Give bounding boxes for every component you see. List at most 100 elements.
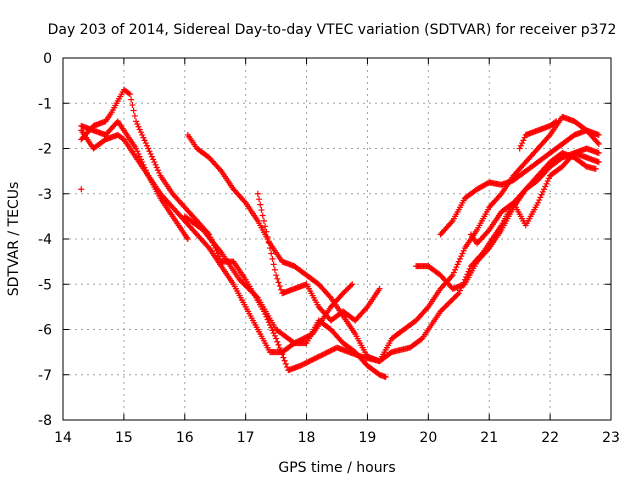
series-track-7 [413, 150, 599, 292]
data-point [274, 338, 281, 345]
series-track-2 [78, 86, 602, 374]
data-point [273, 272, 280, 279]
series-track-5 [254, 190, 383, 324]
data-point [542, 183, 549, 190]
data-point [297, 336, 304, 343]
data-point [153, 164, 160, 171]
data-point [324, 349, 331, 356]
data-point [134, 148, 141, 155]
data-point [313, 354, 320, 361]
data-point [306, 358, 313, 365]
data-point [253, 293, 260, 300]
data-point [139, 131, 146, 138]
data-point [595, 140, 602, 147]
series-track-9 [467, 145, 602, 247]
data-point [297, 362, 304, 369]
data-point [544, 178, 551, 185]
data-point [217, 166, 224, 173]
data-point [125, 90, 132, 97]
data-point [448, 273, 455, 280]
data-point [156, 169, 163, 176]
data-point [318, 352, 325, 359]
data-point [130, 107, 137, 114]
data-point [204, 243, 211, 250]
data-point [305, 358, 312, 365]
x-tick-label: 22 [541, 430, 559, 446]
data-point [322, 350, 329, 357]
data-point [273, 335, 280, 342]
data-point [260, 217, 267, 224]
data-point [148, 153, 155, 160]
data-point [592, 165, 599, 172]
data-point [274, 275, 281, 282]
data-point [307, 357, 314, 364]
data-point [326, 348, 333, 355]
data-point [293, 338, 300, 345]
data-point [271, 266, 278, 273]
data-point [280, 354, 287, 361]
data-point [277, 286, 284, 293]
data-point [497, 192, 504, 199]
data-point [299, 336, 306, 343]
data-layer [78, 86, 602, 381]
grid [63, 58, 611, 420]
data-point [485, 228, 492, 235]
data-point [184, 236, 191, 242]
data-point [449, 272, 456, 279]
data-point [453, 264, 460, 271]
data-point [136, 126, 143, 133]
plot-frame [62, 57, 612, 421]
data-point [275, 279, 282, 286]
data-point [257, 201, 264, 208]
data-point [539, 188, 546, 195]
data-point [137, 129, 144, 136]
chart-title: Day 203 of 2014, Sidereal Day-to-day VTE… [48, 22, 617, 38]
data-point [537, 194, 544, 201]
data-point [328, 347, 335, 354]
data-point [254, 190, 261, 197]
data-point [460, 247, 467, 254]
y-tick-label: -8 [38, 413, 52, 429]
data-point [595, 131, 602, 138]
data-point [309, 356, 316, 363]
data-point [521, 134, 528, 141]
x-tick-label: 20 [419, 430, 437, 446]
data-point [317, 353, 324, 360]
x-tick-label: 14 [54, 430, 72, 446]
data-point [270, 261, 277, 268]
data-point [258, 207, 265, 214]
y-tick-label: -5 [38, 277, 52, 293]
series-track-3 [78, 127, 389, 381]
data-point [131, 112, 138, 119]
x-tick-label: 16 [176, 430, 194, 446]
data-point [142, 140, 149, 147]
data-point [455, 290, 462, 297]
data-point [376, 285, 383, 292]
data-point [267, 245, 274, 252]
data-point [538, 191, 545, 198]
y-tick-labels: 0 -1 -2 -3 -4 -5 -6 -7 -8 [38, 51, 52, 429]
data-point [282, 360, 289, 367]
data-point [323, 349, 330, 356]
data-point [349, 281, 356, 288]
data-point [145, 145, 152, 152]
data-point [545, 175, 552, 182]
x-tick-label: 23 [602, 430, 620, 446]
data-point [326, 293, 333, 300]
data-point [331, 345, 338, 352]
x-axis-label: GPS time / hours [278, 460, 395, 476]
data-point [520, 137, 527, 144]
data-point [295, 338, 302, 345]
x-tick-label: 17 [237, 430, 255, 446]
data-point [319, 351, 326, 358]
data-point [262, 223, 269, 230]
data-point [595, 159, 602, 166]
data-point [256, 196, 263, 203]
data-point [268, 250, 275, 257]
data-point [302, 360, 309, 367]
data-point [303, 359, 310, 366]
data-point [291, 340, 298, 347]
data-point [146, 148, 153, 155]
series-track-6 [181, 213, 356, 347]
